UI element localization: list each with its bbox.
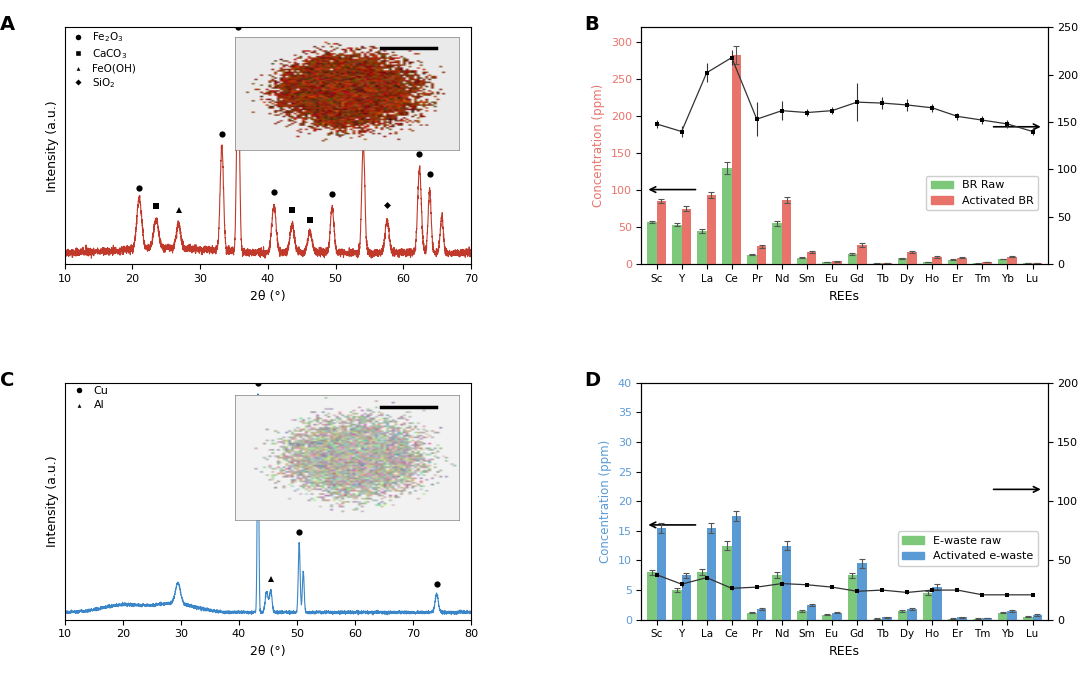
Bar (848, 254, 858, 264)
Bar (797, 611, 807, 620)
Bar (782, 200, 792, 264)
Bar (657, 528, 666, 620)
Bar (832, 613, 841, 620)
Bar (983, 262, 991, 264)
Bar (782, 545, 792, 620)
Legend: Cu, Al: Cu, Al (68, 386, 109, 411)
Bar (873, 618, 882, 620)
Bar (757, 609, 767, 620)
Legend: E-waste raw, Activated e-waste: E-waste raw, Activated e-waste (897, 531, 1038, 566)
Bar (681, 575, 691, 620)
Bar (706, 528, 716, 620)
Bar (672, 590, 681, 620)
Text: B: B (584, 16, 599, 35)
Bar (772, 223, 782, 264)
Legend: Fe$_2$O$_3$, CaCO$_3$, FeO(OH), SiO$_2$: Fe$_2$O$_3$, CaCO$_3$, FeO(OH), SiO$_2$ (68, 31, 136, 90)
Bar (948, 618, 957, 620)
Bar (1032, 263, 1042, 264)
Bar (797, 257, 807, 264)
Bar (823, 615, 832, 620)
Bar (907, 253, 917, 264)
Bar (973, 618, 983, 620)
Bar (932, 257, 942, 264)
Bar (723, 545, 732, 620)
Bar (732, 54, 741, 264)
Bar (998, 259, 1008, 264)
Bar (681, 208, 691, 264)
Bar (1008, 257, 1017, 264)
Bar (897, 611, 907, 620)
Y-axis label: Intensity (a.u.): Intensity (a.u.) (46, 100, 59, 191)
Y-axis label: Concentration (ppm): Concentration (ppm) (599, 440, 612, 563)
Bar (657, 202, 666, 264)
Bar (882, 263, 892, 264)
Bar (823, 262, 832, 264)
Text: C: C (0, 371, 14, 390)
Bar (647, 572, 657, 620)
Legend: BR Raw, Activated BR: BR Raw, Activated BR (927, 176, 1038, 210)
Bar (757, 247, 767, 264)
Bar (672, 225, 681, 264)
Text: A: A (0, 16, 15, 35)
Bar (932, 587, 942, 620)
Bar (957, 618, 967, 620)
Bar (1023, 263, 1032, 264)
Bar (1023, 617, 1032, 620)
Bar (697, 572, 706, 620)
Bar (848, 575, 858, 620)
Bar (1032, 615, 1042, 620)
Bar (832, 262, 841, 264)
Bar (772, 575, 782, 620)
Bar (706, 195, 716, 264)
Bar (697, 231, 706, 264)
Bar (983, 618, 991, 620)
Bar (998, 613, 1008, 620)
Bar (922, 593, 932, 620)
Bar (723, 168, 732, 264)
X-axis label: REEs: REEs (829, 645, 860, 658)
Bar (957, 257, 967, 264)
Y-axis label: Concentration (ppm): Concentration (ppm) (592, 84, 605, 207)
X-axis label: 2θ (°): 2θ (°) (251, 645, 286, 658)
Bar (907, 609, 917, 620)
Bar (807, 252, 816, 264)
Bar (807, 605, 816, 620)
Bar (858, 563, 866, 620)
Bar (858, 245, 866, 264)
Bar (747, 255, 757, 264)
X-axis label: 2θ (°): 2θ (°) (251, 289, 286, 302)
Bar (882, 618, 892, 620)
Text: D: D (584, 371, 600, 390)
Bar (747, 613, 757, 620)
Bar (1008, 611, 1017, 620)
Bar (897, 258, 907, 264)
Bar (647, 222, 657, 264)
X-axis label: REEs: REEs (829, 289, 860, 302)
Bar (948, 259, 957, 264)
Bar (922, 262, 932, 264)
Y-axis label: Intensity (a.u.): Intensity (a.u.) (46, 456, 59, 547)
Bar (732, 516, 741, 620)
